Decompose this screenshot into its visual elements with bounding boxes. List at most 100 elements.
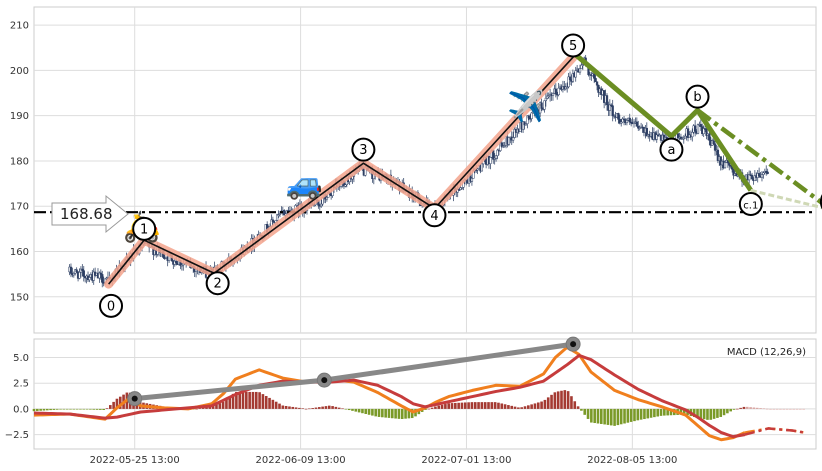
candle-body bbox=[460, 187, 464, 189]
wave-label-text: 3 bbox=[359, 143, 367, 158]
x-tick-label: 2022-07-01 13:00 bbox=[421, 455, 511, 466]
macd-histogram-bar bbox=[36, 408, 39, 411]
candle-body bbox=[581, 64, 584, 66]
candle-body bbox=[180, 264, 184, 267]
macd-histogram-bar bbox=[201, 407, 205, 409]
candle-body bbox=[622, 118, 626, 121]
macd-histogram-bar bbox=[238, 391, 241, 409]
macd-histogram-bar bbox=[550, 394, 553, 409]
candle-body bbox=[540, 102, 543, 109]
macd-histogram-bar bbox=[308, 408, 311, 410]
price-y-tick-label: 150 bbox=[10, 292, 29, 303]
candle-body bbox=[277, 214, 280, 216]
price-callout-arrow bbox=[51, 194, 129, 234]
macd-histogram-bar bbox=[42, 408, 46, 411]
wave-label-4: 4 bbox=[422, 203, 447, 228]
macd-histogram-bar bbox=[218, 403, 222, 409]
candle-body bbox=[608, 104, 611, 111]
x-tick-label: 2022-05-25 13:00 bbox=[90, 455, 180, 466]
macd-histogram-bar bbox=[785, 408, 789, 410]
candle-body bbox=[536, 107, 539, 114]
macd-histogram-bar bbox=[596, 408, 600, 424]
candle-body bbox=[735, 173, 738, 176]
macd-histogram-bar bbox=[580, 408, 583, 411]
macd-histogram-bar bbox=[367, 408, 371, 415]
macd-histogram-bar bbox=[510, 405, 514, 409]
candle-body bbox=[78, 271, 81, 279]
macd-histogram-bar bbox=[722, 408, 726, 416]
candle-body bbox=[476, 168, 479, 171]
macd-histogram-bar bbox=[205, 407, 208, 409]
macd-histogram-bar bbox=[736, 408, 739, 410]
macd-histogram-bar bbox=[245, 391, 248, 409]
macd-histogram-bar bbox=[32, 408, 36, 412]
macd-histogram-bar bbox=[62, 408, 66, 410]
candle-body bbox=[682, 137, 685, 140]
macd-histogram-bar bbox=[211, 406, 215, 409]
macd-histogram-bar bbox=[742, 406, 746, 409]
macd-histogram-bar bbox=[649, 408, 653, 418]
macd-histogram-bar bbox=[795, 408, 799, 410]
candle-body bbox=[554, 88, 557, 95]
macd-histogram-bar bbox=[507, 405, 510, 409]
candle-body bbox=[705, 128, 708, 136]
macd-histogram-bar bbox=[752, 407, 756, 409]
macd-histogram-bar bbox=[553, 392, 557, 409]
macd-histogram-bar bbox=[729, 408, 732, 412]
macd-histogram-bar bbox=[570, 396, 573, 409]
candle-body bbox=[278, 213, 282, 215]
candle-body bbox=[645, 127, 648, 137]
candle-body bbox=[655, 134, 658, 140]
macd-histogram-bar bbox=[437, 405, 441, 409]
macd-histogram-bar bbox=[324, 406, 328, 409]
macd-histogram-bar bbox=[404, 408, 407, 419]
macd-histogram-bar bbox=[258, 392, 261, 409]
macd-histogram-bar bbox=[427, 408, 431, 410]
macd-histogram-bar bbox=[231, 393, 235, 409]
wave-label-a: a bbox=[659, 137, 684, 162]
macd-histogram-bar bbox=[291, 406, 295, 409]
macd-histogram-bar bbox=[523, 406, 527, 409]
candle-body bbox=[530, 112, 533, 119]
macd-histogram-bar bbox=[517, 407, 520, 409]
macd-histogram-bar bbox=[666, 408, 669, 416]
macd-histogram-bar bbox=[49, 408, 52, 411]
correction-wave-line bbox=[573, 52, 753, 192]
candle-body bbox=[594, 78, 597, 82]
wave-label-circle bbox=[99, 293, 124, 318]
wave-label-text: 5 bbox=[569, 39, 577, 54]
macd-histogram-bar bbox=[460, 402, 464, 409]
macd-histogram-bar bbox=[699, 408, 703, 419]
macd-histogram-bar bbox=[99, 408, 102, 410]
macd-panel: −2.5 0.0 2.5 5.0 MACD (12,26,9) bbox=[5, 336, 817, 450]
candle-body bbox=[578, 68, 582, 73]
macd-histogram-bar bbox=[712, 408, 716, 419]
macd-histogram-bar bbox=[52, 408, 56, 410]
candle-body bbox=[728, 162, 731, 166]
candle-body bbox=[75, 269, 78, 273]
macd-histogram-bar bbox=[327, 405, 331, 409]
candle-body bbox=[574, 70, 577, 78]
macd-histogram-bar bbox=[102, 408, 105, 410]
price-y-tick-label: 160 bbox=[10, 247, 29, 258]
macd-histogram-bar bbox=[726, 408, 729, 414]
candle-body bbox=[625, 120, 629, 124]
macd-histogram-bar bbox=[45, 408, 49, 411]
candle-body bbox=[537, 112, 540, 115]
candle-body bbox=[543, 100, 546, 110]
macd-histogram-bar bbox=[89, 408, 92, 410]
projection-dashdot-line bbox=[696, 108, 822, 206]
macd-histogram-bar bbox=[497, 402, 500, 409]
macd-histogram-bar bbox=[513, 406, 517, 409]
macd-histogram-bar bbox=[709, 408, 713, 420]
macd-histogram-bar bbox=[503, 404, 507, 409]
wave-label-2: 2 bbox=[205, 271, 230, 296]
macd-histogram-bar bbox=[500, 403, 504, 409]
candle-body bbox=[557, 87, 560, 96]
macd-histogram-bar bbox=[274, 401, 278, 409]
macd-histogram-bar bbox=[440, 404, 444, 409]
macd-histogram-bar bbox=[59, 408, 62, 410]
candle-body bbox=[580, 64, 583, 69]
